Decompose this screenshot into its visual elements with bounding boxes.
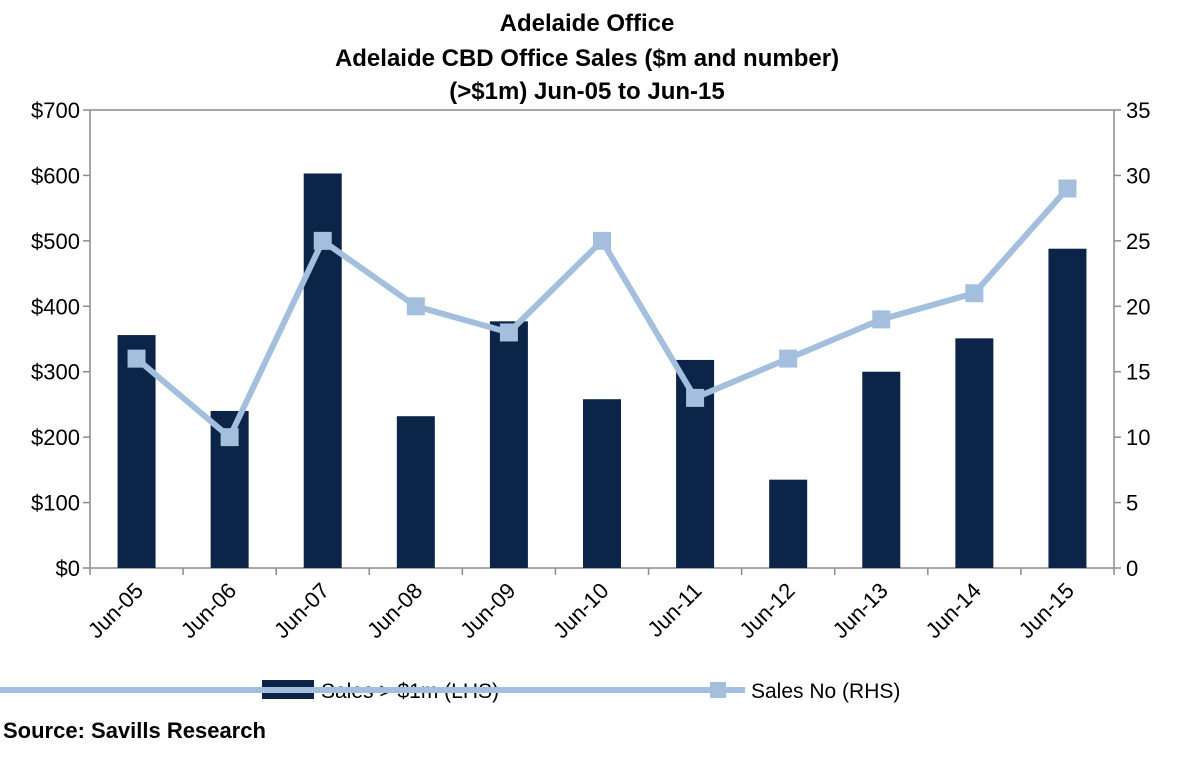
right-axis-tick-label: 15 xyxy=(1126,360,1150,385)
x-axis-tick-label: Jun-08 xyxy=(362,578,427,643)
left-axis-tick-label: $0 xyxy=(56,556,80,581)
x-axis-labels: Jun-05 Jun-06 Jun-07 Jun-08 Jun-09 Jun-10 Jun-… xyxy=(83,578,1079,643)
line-series xyxy=(127,179,1077,447)
bar xyxy=(955,338,994,568)
left-axis-tick-label: $100 xyxy=(31,491,80,516)
line-point xyxy=(593,231,611,250)
bar xyxy=(396,416,435,568)
right-axis-tick-label: 5 xyxy=(1126,491,1138,516)
line-point xyxy=(1058,179,1077,198)
left-axis-tick-label: $500 xyxy=(31,229,80,254)
line-point xyxy=(220,428,239,447)
line-point xyxy=(127,349,146,368)
x-axis-tick-label: Jun-06 xyxy=(176,578,241,643)
x-axis-tick-label: Jun-15 xyxy=(1014,578,1079,643)
x-axis-tick-label: Jun-12 xyxy=(734,578,799,643)
legend-swatch-marker xyxy=(710,682,726,698)
legend-label-line: Sales No (RHS) xyxy=(751,680,900,703)
bar xyxy=(117,335,156,568)
line-point xyxy=(499,323,518,342)
bar xyxy=(769,479,808,568)
left-axis-tick-label: $200 xyxy=(31,425,80,450)
chart-title-line-1: Adelaide Office xyxy=(500,10,675,37)
right-axis: 0 5 10 15 20 25 30 35 xyxy=(89,98,1150,581)
line-point xyxy=(779,349,798,368)
left-axis: $0 $100 $200 $300 $400 $500 $600 $700 xyxy=(31,98,90,581)
x-axis-tick-label: Jun-05 xyxy=(83,578,148,643)
right-axis-tick-label: 10 xyxy=(1126,425,1150,450)
bar-series xyxy=(117,173,1087,569)
source-note: Source: Savills Research xyxy=(3,718,266,743)
bar xyxy=(583,399,621,568)
x-axis-tick-label: Jun-09 xyxy=(455,578,520,643)
right-axis-tick-label: 0 xyxy=(1126,556,1138,581)
x-axis-tick-label: Jun-07 xyxy=(269,578,334,643)
bar xyxy=(1048,248,1087,569)
line-point xyxy=(686,388,705,407)
line-point xyxy=(872,310,891,329)
chart-title-line-3: (>$1m) Jun-05 to Jun-15 xyxy=(449,78,724,105)
chart-title: Adelaide Office Adelaide CBD Office Sale… xyxy=(335,10,839,105)
left-axis-tick-label: $300 xyxy=(31,360,80,385)
legend: Sales > $1m (LHS) Sales No (RHS) xyxy=(0,680,900,703)
left-axis-tick-label: $600 xyxy=(31,163,80,188)
right-axis-tick-label: 30 xyxy=(1126,163,1150,188)
line-point xyxy=(313,231,332,250)
left-axis-tick-label: $400 xyxy=(31,294,80,319)
chart-title-line-2: Adelaide CBD Office Sales ($m and number… xyxy=(335,45,839,72)
left-axis-tick-label: $700 xyxy=(31,98,80,123)
bar xyxy=(489,321,528,568)
x-axis-tick-label: Jun-10 xyxy=(548,578,613,643)
line-point xyxy=(406,297,425,316)
right-axis-tick-label: 25 xyxy=(1126,229,1150,254)
line-point xyxy=(965,284,984,303)
right-axis-tick-label: 20 xyxy=(1126,294,1150,319)
bar xyxy=(862,371,901,568)
x-axis-tick-label: Jun-14 xyxy=(921,578,986,643)
right-axis-tick-label: 35 xyxy=(1126,98,1150,123)
x-axis-tick-label: Jun-11 xyxy=(643,578,707,642)
x-axis-tick-label: Jun-13 xyxy=(828,578,893,643)
